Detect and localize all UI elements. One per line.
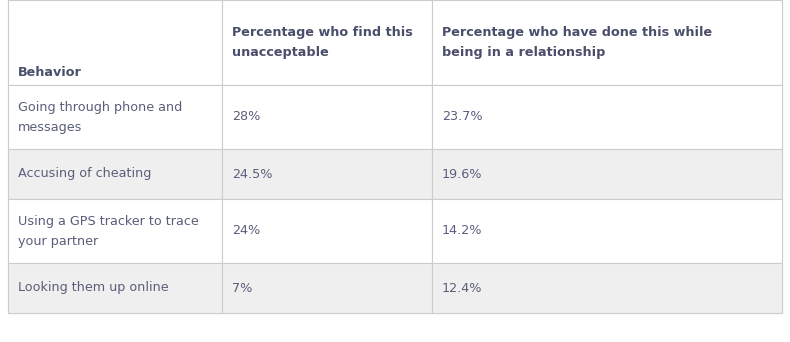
Bar (432, 0, 782, 85)
Text: Looking them up online: Looking them up online (18, 281, 168, 294)
Bar (432, 263, 782, 313)
Text: 19.6%: 19.6% (442, 168, 483, 181)
Text: 7%: 7% (232, 281, 252, 294)
Text: Going through phone and
messages: Going through phone and messages (18, 101, 182, 133)
Bar (432, 199, 782, 263)
Bar (8, 85, 222, 149)
Text: Behavior: Behavior (18, 66, 82, 79)
Bar (222, 0, 432, 85)
Bar (8, 0, 222, 85)
Bar (8, 199, 222, 263)
Text: 12.4%: 12.4% (442, 281, 483, 294)
Bar (432, 85, 782, 149)
Text: Using a GPS tracker to trace
your partner: Using a GPS tracker to trace your partne… (18, 214, 199, 248)
Text: 28%: 28% (232, 110, 261, 123)
Bar (222, 199, 432, 263)
Bar (432, 149, 782, 199)
Bar (222, 85, 432, 149)
Bar (222, 263, 432, 313)
Text: 24%: 24% (232, 224, 260, 237)
Text: 24.5%: 24.5% (232, 168, 273, 181)
Text: 14.2%: 14.2% (442, 224, 483, 237)
Bar (8, 149, 222, 199)
Text: Percentage who have done this while
being in a relationship: Percentage who have done this while bein… (442, 26, 712, 59)
Text: Accusing of cheating: Accusing of cheating (18, 168, 152, 181)
Text: 23.7%: 23.7% (442, 110, 483, 123)
Bar (8, 263, 222, 313)
Bar (222, 149, 432, 199)
Text: Percentage who find this
unacceptable: Percentage who find this unacceptable (232, 26, 412, 59)
